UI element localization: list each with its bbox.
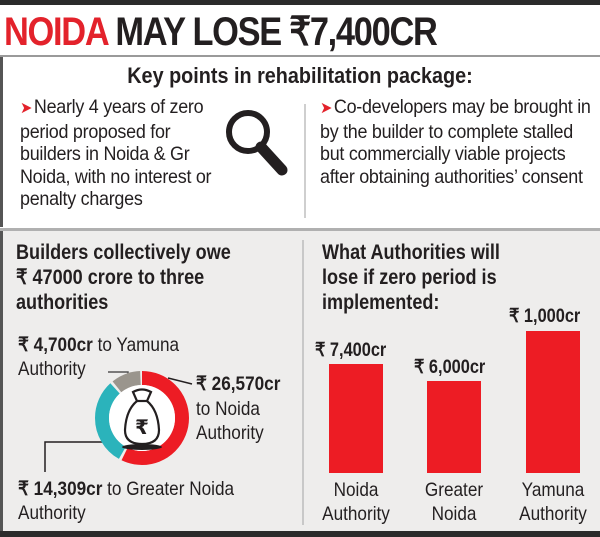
bar-value-yamuna: ₹ 1,000cr — [509, 306, 581, 327]
bar-yamuna — [526, 331, 580, 473]
section-divider — [0, 228, 600, 231]
bullet-arrow-icon: ➤ — [320, 100, 333, 117]
key-point-2-text: Co-developers may be brought in by the b… — [320, 96, 591, 188]
headline-rest: MAY LOSE ₹7,400CR — [115, 10, 437, 54]
gnoida-owe-label-2: Authority — [18, 502, 86, 524]
magnifier-icon — [226, 110, 288, 176]
noida-owe-text-2: Authority — [196, 422, 264, 444]
bar-noida — [329, 364, 383, 473]
bar-value-gnoida: ₹ 6,000cr — [414, 357, 486, 378]
headline: NOIDA MAY LOSE ₹7,400CR — [4, 10, 438, 54]
owe-title: Builders collectively owe ₹ 47000 crore … — [16, 241, 231, 314]
key-point-1: ➤Nearly 4 years of zero period proposed … — [20, 96, 232, 211]
bar-value-noida: ₹ 7,400cr — [315, 340, 387, 361]
key-points-divider — [304, 104, 306, 218]
key-point-1-text: Nearly 4 years of zero period proposed f… — [20, 96, 212, 210]
bar-category-gnoida: Greater Noida — [424, 479, 484, 525]
owe-donut-chart: ₹ — [95, 371, 189, 465]
loss-title: What Authorities will lose if zero perio… — [322, 241, 500, 314]
svg-text:₹: ₹ — [135, 415, 149, 439]
noida-owe-text: to Noida — [196, 398, 260, 420]
key-points-title: Key points in rehabilitation package: — [127, 63, 473, 88]
bar-category-noida: Noida Authority — [322, 479, 390, 525]
yamuna-owe-label-2: Authority — [18, 358, 86, 380]
bottom-border — [0, 531, 600, 537]
key-points-panel — [0, 57, 600, 227]
charts-divider — [302, 240, 304, 525]
noida-owe-amount: ₹ 26,570cr — [196, 373, 281, 395]
headline-divider — [0, 55, 600, 57]
headline-highlight: NOIDA — [4, 10, 108, 54]
yamuna-owe-label: ₹ 4,700cr to Yamuna — [18, 334, 180, 356]
bullet-arrow-icon: ➤ — [20, 100, 33, 117]
gnoida-owe-label: ₹ 14,309cr to Greater Noida — [18, 478, 235, 500]
key-point-2: ➤Co-developers may be brought in by the … — [320, 96, 596, 188]
charts-panel — [0, 231, 600, 531]
bar-gnoida — [427, 381, 481, 473]
bar-category-yamuna: Yamuna Authority — [519, 479, 587, 525]
top-border — [0, 0, 600, 5]
money-bag-rupee-icon: ₹ — [122, 388, 162, 450]
